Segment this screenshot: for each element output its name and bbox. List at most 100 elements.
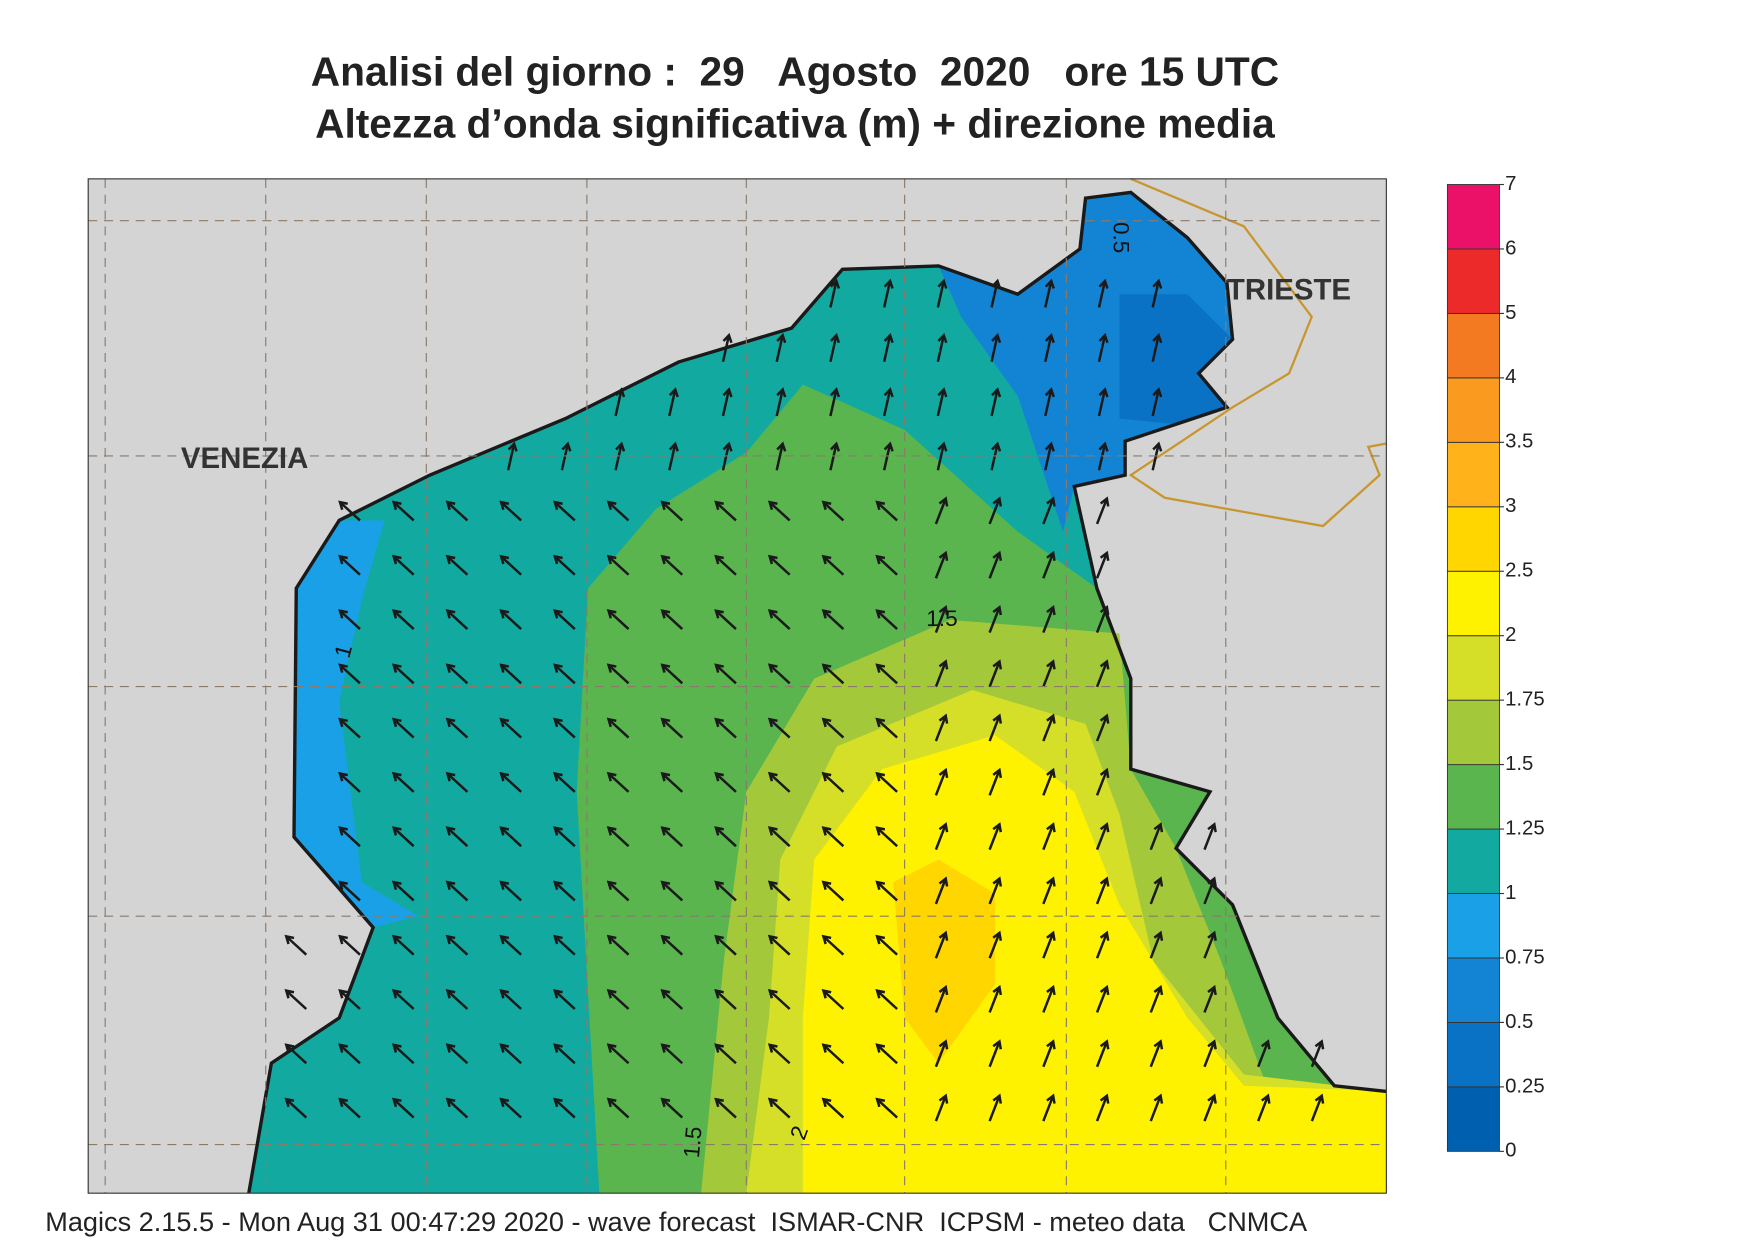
arrow	[714, 500, 737, 522]
arrow	[990, 441, 1002, 471]
arrow	[1310, 1039, 1325, 1068]
map-frame	[87, 178, 1387, 1194]
arrow	[668, 441, 679, 471]
arrow	[284, 934, 308, 956]
arrow	[714, 663, 737, 685]
arrow	[714, 880, 737, 902]
colorbar-tick-label: 7	[1505, 173, 1516, 195]
arrow	[606, 880, 630, 902]
arrow	[714, 826, 737, 848]
arrow	[1257, 1039, 1271, 1068]
arrow	[767, 663, 791, 685]
colorbar-bin	[1446, 893, 1500, 959]
arrow	[721, 332, 733, 362]
arrow	[499, 1097, 522, 1119]
arrow	[936, 441, 948, 471]
arrow	[1042, 767, 1056, 796]
colorbar-bin	[1446, 699, 1500, 766]
arrow	[506, 441, 518, 471]
arrow	[606, 934, 630, 956]
colorbar-bin	[1446, 1086, 1500, 1152]
arrow	[821, 609, 845, 630]
colorbar-tick-label: 3	[1505, 495, 1516, 517]
arrow	[821, 880, 845, 902]
arrow	[1097, 332, 1109, 362]
arrow	[1095, 496, 1110, 525]
arrow	[499, 880, 522, 902]
arrow	[721, 441, 733, 471]
arrow	[1257, 1093, 1271, 1122]
arrow	[391, 826, 415, 848]
arrow	[990, 332, 1002, 362]
colorbar-bin	[1446, 506, 1500, 572]
arrow	[714, 1043, 737, 1065]
arrow	[988, 496, 1003, 525]
arrow	[934, 713, 949, 742]
arrow	[1044, 278, 1055, 308]
arrow	[338, 609, 361, 630]
arrow	[606, 1043, 630, 1065]
arrow	[445, 609, 469, 630]
arrow	[821, 554, 845, 576]
arrow	[882, 387, 894, 417]
colorbar-tick-label: 0.25	[1505, 1075, 1545, 1097]
arrow	[1151, 278, 1163, 308]
arrow	[338, 1097, 361, 1119]
arrow	[338, 771, 361, 793]
arrow	[606, 771, 630, 793]
arrow	[284, 989, 308, 1010]
arrow	[391, 717, 415, 739]
arrow	[714, 771, 737, 793]
arrow	[821, 826, 845, 848]
arrow	[882, 278, 894, 308]
arrow	[829, 332, 841, 362]
arrow	[338, 554, 361, 576]
arrow	[284, 1097, 308, 1119]
arrow	[1203, 984, 1217, 1013]
arrow	[553, 500, 576, 522]
arrow	[553, 1097, 576, 1119]
arrow	[714, 1097, 737, 1119]
arrow	[1151, 332, 1163, 362]
colorbar: 0 0.25 0.5 0.75 1 1.25 1.5 1.75 2 2.5 3 3.5 4 5 6 7	[1446, 173, 1545, 1162]
arrow	[499, 771, 522, 793]
arrow	[936, 387, 948, 417]
arrow	[875, 663, 898, 685]
arrow	[875, 609, 898, 630]
arrow	[875, 717, 898, 739]
arrow	[1095, 1039, 1110, 1068]
arrow	[934, 1039, 949, 1068]
colorbar-bin	[1446, 570, 1500, 637]
arrow	[875, 771, 898, 793]
arrow	[934, 496, 949, 525]
colorbar-tick-label: 5	[1505, 302, 1516, 324]
arrow	[1044, 441, 1055, 471]
arrow	[660, 880, 684, 902]
arrow	[553, 717, 576, 739]
arrow	[988, 1039, 1003, 1068]
arrow	[445, 1043, 469, 1065]
arrow	[875, 989, 898, 1010]
arrow	[829, 278, 841, 308]
arrow	[660, 609, 684, 630]
arrow	[1042, 496, 1056, 525]
arrow	[553, 554, 576, 576]
arrow	[988, 1093, 1003, 1122]
colorbar-tick-label: 1.25	[1505, 817, 1545, 839]
arrow	[445, 989, 469, 1010]
arrow	[391, 1097, 415, 1119]
colorbar-tick-label: 6	[1505, 237, 1516, 259]
arrow	[391, 1043, 415, 1065]
arrow	[1042, 930, 1056, 959]
arrow	[990, 387, 1002, 417]
arrow	[660, 717, 684, 739]
arrow	[499, 554, 522, 576]
colorbar-bin	[1446, 377, 1500, 443]
arrow	[553, 663, 576, 685]
arrow	[1042, 713, 1056, 742]
arrow	[660, 934, 684, 956]
arrow	[606, 989, 630, 1010]
arrow	[1042, 822, 1056, 851]
arrow	[934, 1093, 949, 1122]
